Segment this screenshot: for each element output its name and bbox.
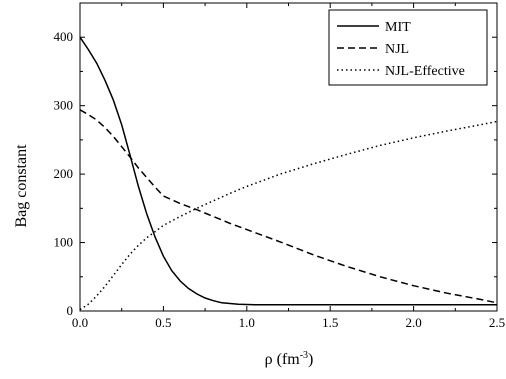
y-tick-label: 200 [54, 166, 74, 181]
legend-label: MIT [385, 20, 411, 35]
legend-label: NJL [385, 42, 409, 57]
axes-layer: 0.0 0.5 1.0 1.5 2.0 2.5 0 100 200 300 400 [54, 3, 505, 330]
x-axis-label: ρ (fm-3) [265, 350, 314, 368]
series-line-njl-effective [79, 120, 498, 311]
x-axis-label-close: ) [308, 351, 313, 368]
y-tick-label: 300 [54, 98, 74, 113]
legend: MIT NJL NJL-Effective [328, 9, 488, 86]
x-tick-label: 2.0 [405, 315, 421, 330]
x-tick-label: 1.5 [322, 315, 338, 330]
x-tick-label: 2.5 [489, 315, 505, 330]
legend-box [328, 9, 488, 86]
y-tick-label: 400 [54, 29, 74, 44]
legend-label: NJL-Effective [385, 64, 465, 79]
x-tick-label: 1.0 [239, 315, 255, 330]
x-tick-label: 0.0 [72, 315, 88, 330]
y-axis-label: Bag constant [13, 144, 30, 228]
y-tick-label: 0 [67, 303, 74, 318]
x-tick-label: 0.5 [155, 315, 171, 330]
series-layer [79, 36, 498, 311]
x-axis-label-superscript: -3 [300, 350, 308, 361]
series-line-njl [79, 109, 498, 304]
series-line-mit [79, 36, 497, 306]
x-axis-label-main: ρ (fm [265, 351, 301, 368]
y-tick-label: 100 [54, 235, 74, 250]
